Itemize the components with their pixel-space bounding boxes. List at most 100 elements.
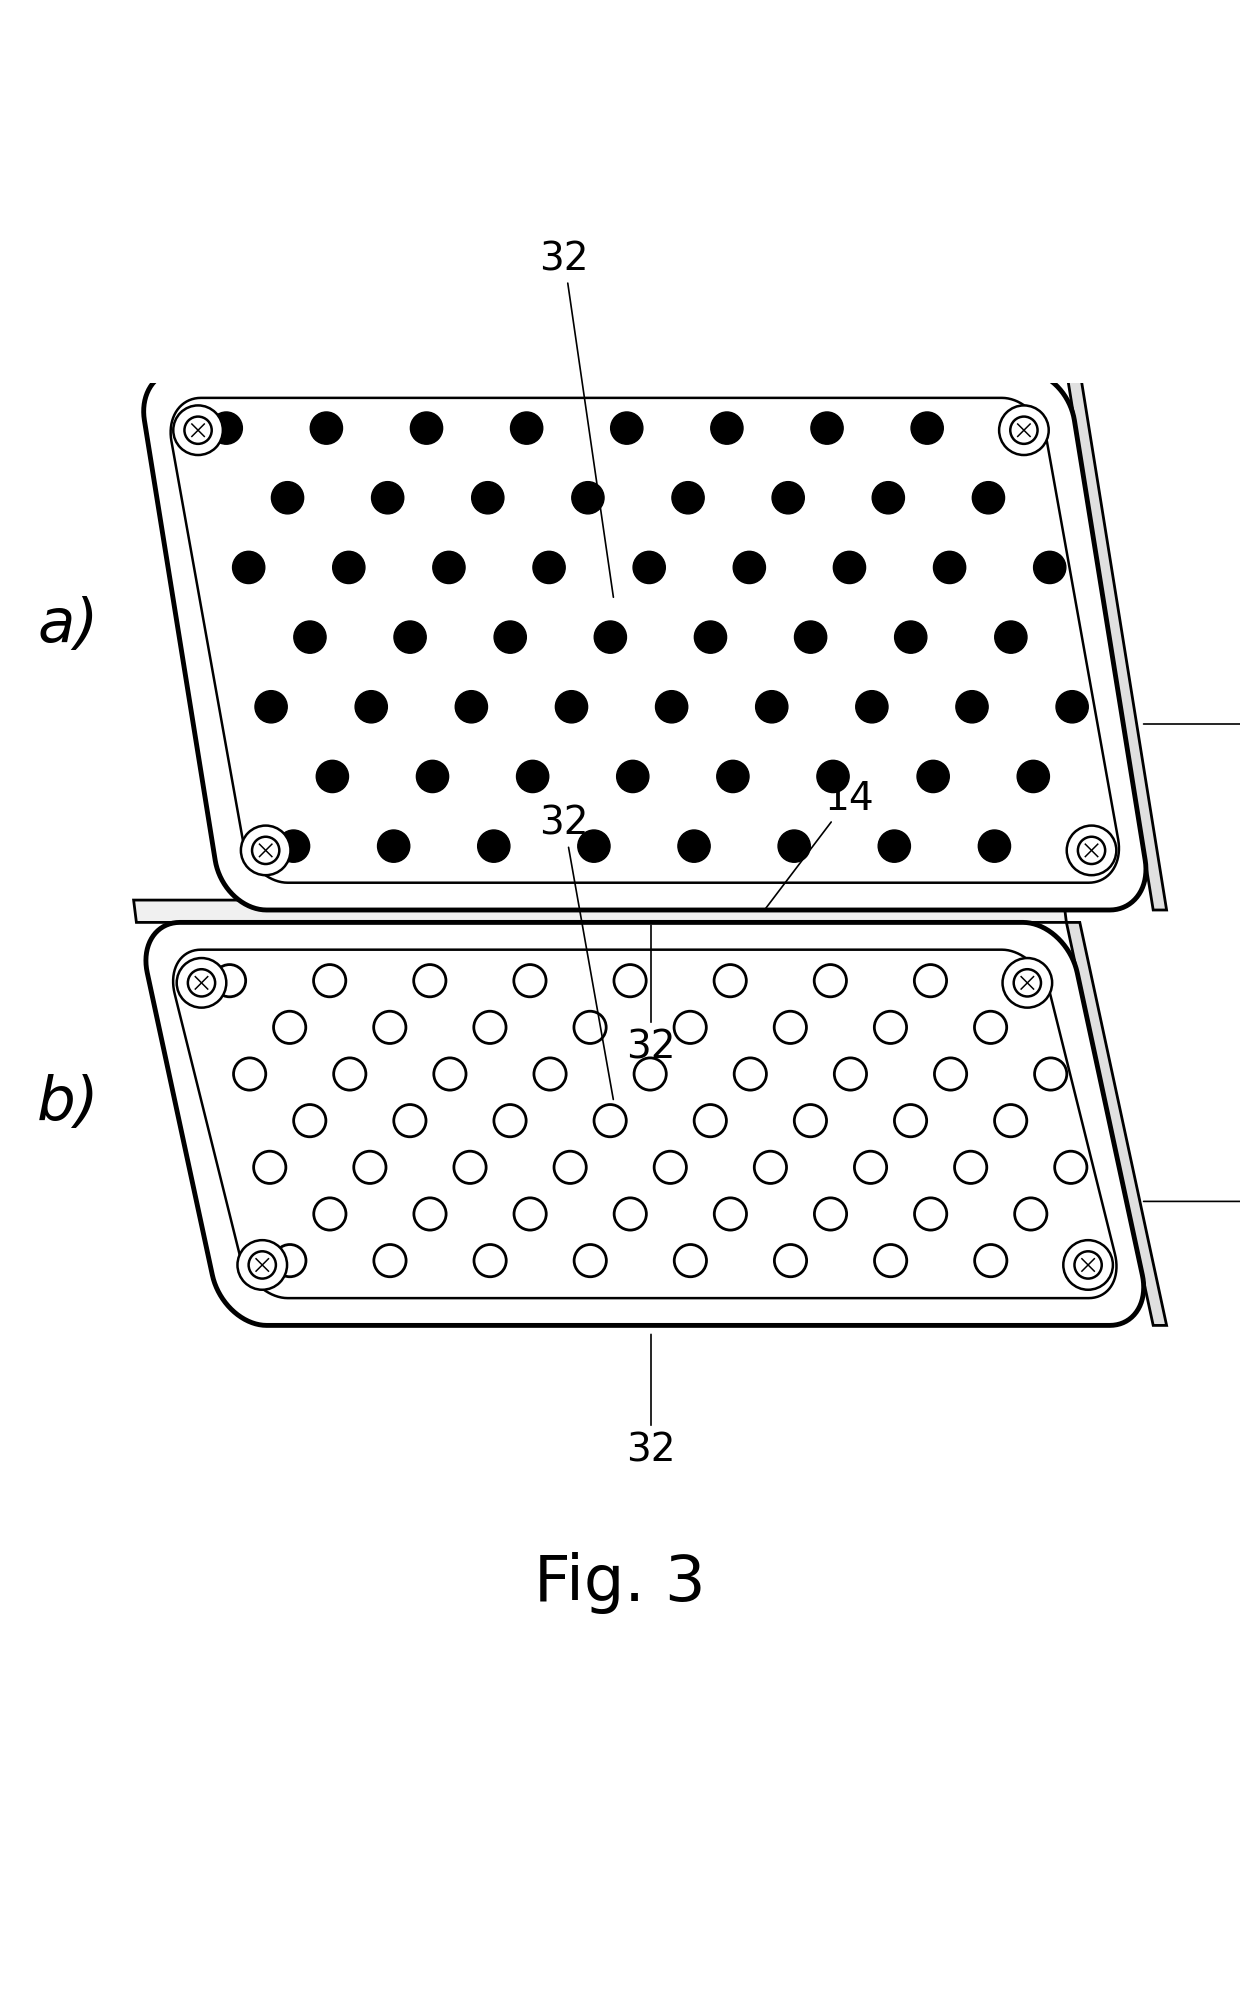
Circle shape bbox=[616, 761, 649, 793]
Circle shape bbox=[1011, 413, 1043, 446]
Circle shape bbox=[316, 761, 348, 793]
Text: b): b) bbox=[37, 1074, 99, 1132]
Circle shape bbox=[711, 413, 743, 446]
Text: 32: 32 bbox=[1143, 1182, 1240, 1220]
Circle shape bbox=[417, 761, 449, 793]
Circle shape bbox=[978, 831, 1011, 863]
Circle shape bbox=[556, 690, 588, 725]
Text: 32: 32 bbox=[1143, 706, 1240, 745]
Circle shape bbox=[1034, 552, 1066, 584]
Circle shape bbox=[694, 1106, 727, 1138]
Circle shape bbox=[554, 1152, 587, 1184]
Circle shape bbox=[1079, 831, 1111, 863]
Circle shape bbox=[955, 1152, 987, 1184]
Circle shape bbox=[854, 1152, 887, 1184]
Circle shape bbox=[994, 622, 1027, 654]
Circle shape bbox=[656, 690, 688, 725]
Circle shape bbox=[717, 761, 749, 793]
Circle shape bbox=[513, 965, 546, 997]
Circle shape bbox=[675, 1244, 707, 1276]
Circle shape bbox=[414, 1198, 446, 1230]
Circle shape bbox=[934, 552, 966, 584]
Circle shape bbox=[754, 1152, 786, 1184]
Circle shape bbox=[272, 482, 304, 514]
Circle shape bbox=[1074, 1252, 1102, 1278]
Circle shape bbox=[210, 413, 242, 446]
Circle shape bbox=[310, 413, 342, 446]
Circle shape bbox=[1055, 1152, 1087, 1184]
Circle shape bbox=[594, 1106, 626, 1138]
Circle shape bbox=[894, 622, 926, 654]
Circle shape bbox=[1078, 837, 1105, 865]
Circle shape bbox=[185, 417, 212, 446]
Circle shape bbox=[414, 965, 446, 997]
Circle shape bbox=[774, 1244, 806, 1276]
Circle shape bbox=[911, 413, 944, 446]
Circle shape bbox=[233, 552, 265, 584]
Circle shape bbox=[733, 552, 765, 584]
Circle shape bbox=[394, 1106, 427, 1138]
Circle shape bbox=[634, 552, 666, 584]
Text: 32: 32 bbox=[539, 805, 614, 1100]
Circle shape bbox=[975, 1012, 1007, 1044]
Circle shape bbox=[874, 1244, 906, 1276]
Circle shape bbox=[1056, 690, 1089, 725]
Circle shape bbox=[1066, 827, 1116, 875]
Circle shape bbox=[634, 1058, 666, 1090]
Circle shape bbox=[314, 1198, 346, 1230]
Circle shape bbox=[714, 965, 746, 997]
Circle shape bbox=[374, 1244, 407, 1276]
Circle shape bbox=[856, 690, 888, 725]
Circle shape bbox=[655, 1152, 687, 1184]
Circle shape bbox=[177, 959, 227, 1008]
Circle shape bbox=[614, 1198, 646, 1230]
Circle shape bbox=[1011, 417, 1038, 446]
Circle shape bbox=[574, 1012, 606, 1044]
Circle shape bbox=[914, 965, 946, 997]
Circle shape bbox=[533, 552, 565, 584]
Circle shape bbox=[534, 1058, 567, 1090]
Circle shape bbox=[255, 690, 288, 725]
Polygon shape bbox=[134, 349, 1066, 371]
Text: Fig. 3: Fig. 3 bbox=[534, 1551, 706, 1614]
Circle shape bbox=[233, 1058, 265, 1090]
Circle shape bbox=[795, 1106, 827, 1138]
Circle shape bbox=[353, 1152, 386, 1184]
Circle shape bbox=[410, 413, 443, 446]
Circle shape bbox=[975, 1244, 1007, 1276]
Circle shape bbox=[1002, 959, 1052, 1008]
Circle shape bbox=[278, 831, 310, 863]
Circle shape bbox=[1014, 965, 1047, 997]
Circle shape bbox=[1075, 1244, 1107, 1276]
Text: a): a) bbox=[37, 596, 99, 654]
Circle shape bbox=[294, 622, 326, 654]
Circle shape bbox=[394, 622, 427, 654]
Circle shape bbox=[935, 1058, 967, 1090]
Circle shape bbox=[915, 1198, 947, 1230]
Circle shape bbox=[454, 1152, 486, 1184]
Circle shape bbox=[213, 965, 246, 997]
Circle shape bbox=[515, 1198, 547, 1230]
Text: 32: 32 bbox=[626, 925, 676, 1066]
Circle shape bbox=[1014, 1198, 1047, 1230]
Circle shape bbox=[614, 965, 646, 997]
Circle shape bbox=[377, 831, 409, 863]
Circle shape bbox=[1034, 1058, 1066, 1090]
Circle shape bbox=[594, 622, 626, 654]
Circle shape bbox=[811, 413, 843, 446]
Polygon shape bbox=[146, 923, 1143, 1327]
Circle shape bbox=[274, 1012, 306, 1044]
Circle shape bbox=[777, 831, 810, 863]
Circle shape bbox=[372, 482, 404, 514]
Circle shape bbox=[294, 1106, 326, 1138]
Circle shape bbox=[474, 1244, 506, 1276]
Circle shape bbox=[878, 831, 910, 863]
Circle shape bbox=[494, 622, 526, 654]
Circle shape bbox=[972, 482, 1004, 514]
Circle shape bbox=[1017, 761, 1049, 793]
Circle shape bbox=[714, 1198, 746, 1230]
Circle shape bbox=[678, 831, 711, 863]
Circle shape bbox=[773, 482, 805, 514]
Circle shape bbox=[815, 1198, 847, 1230]
Circle shape bbox=[1013, 969, 1042, 997]
